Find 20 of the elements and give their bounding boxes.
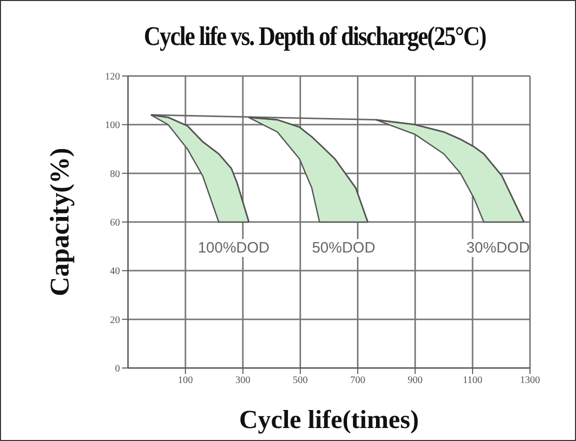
x-tick-label: 100 <box>178 375 193 386</box>
x-tick-label: 1100 <box>462 375 482 386</box>
annotation: 50%DOD <box>312 240 376 256</box>
y-tick-label: 40 <box>110 266 120 278</box>
chart-title: Cycle life vs. Depth of discharge(25°C) <box>142 21 487 52</box>
x-tick-label: 700 <box>350 375 366 386</box>
x-tick-label: 500 <box>292 375 308 386</box>
x-axis-title: Cycle life(times) <box>239 405 419 434</box>
y-axis-title: Capacity(%) <box>44 148 75 296</box>
x-tick-label: 300 <box>235 375 250 386</box>
x-tick-label: 1300 <box>520 375 540 386</box>
y-tick-label: 60 <box>110 218 120 229</box>
y-tick-label: 0 <box>115 364 120 375</box>
x-tick-label: 900 <box>408 375 423 386</box>
y-tick-label: 100 <box>105 120 120 132</box>
y-tick-label: 20 <box>110 314 120 326</box>
annotation: 100%DOD <box>198 240 270 256</box>
annotation: 30%DOD <box>466 240 530 256</box>
y-tick-label: 80 <box>110 168 120 180</box>
y-tick-label: 120 <box>105 72 120 83</box>
